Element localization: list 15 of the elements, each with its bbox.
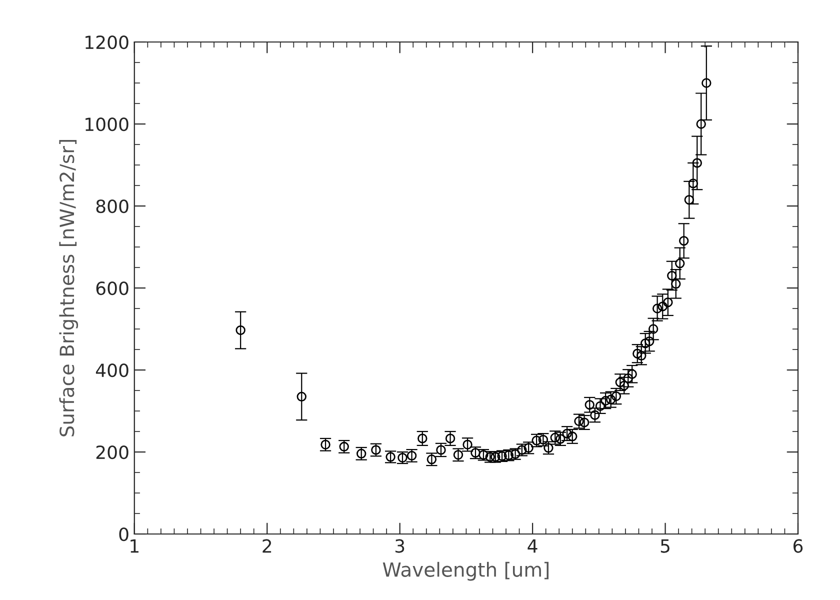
y-tick-label: 0 bbox=[119, 527, 128, 542]
y-tick-label: 400 bbox=[96, 363, 128, 378]
x-tick-label: 5 bbox=[660, 539, 670, 553]
y-axis-title: Surface Brightness [nW/m2/sr] bbox=[59, 140, 78, 436]
x-tick-label: 4 bbox=[528, 539, 538, 553]
y-tick-label: 1200 bbox=[86, 35, 128, 50]
y-tick-label: 1000 bbox=[86, 117, 128, 132]
x-tick-label: 6 bbox=[794, 539, 803, 553]
x-axis-title: Wavelength [um] bbox=[382, 562, 549, 581]
y-tick-label: 600 bbox=[96, 281, 128, 296]
y-tick-label: 200 bbox=[96, 445, 128, 460]
x-tick-label: 3 bbox=[395, 539, 404, 553]
x-tick-label: 2 bbox=[262, 539, 272, 553]
y-tick-label: 800 bbox=[96, 199, 128, 214]
x-tick-label: 1 bbox=[130, 539, 138, 553]
